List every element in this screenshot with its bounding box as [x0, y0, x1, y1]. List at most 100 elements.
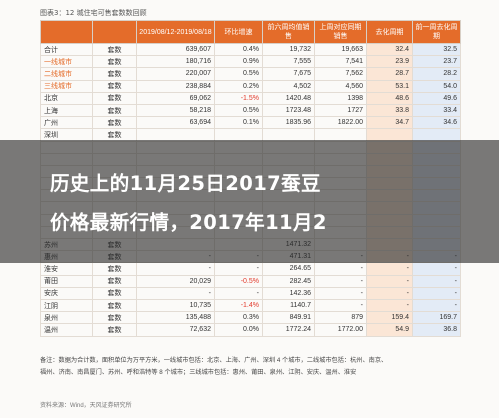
table-row: 泉州 套数 135,488 0.3% 849.91 879 159.4 169.7 — [40, 311, 461, 325]
note-line: 备注：数据为合计数，面积单位为万平方米，一线城市包括：北京、上海、广州、深圳 4… — [40, 357, 388, 364]
cell-growth: -1.5% — [214, 91, 263, 105]
cell-lastweek: 1398 — [314, 91, 367, 105]
cell-avg6: 7,555 — [262, 55, 315, 69]
col-header-cycle: 去化周期 — [366, 20, 413, 44]
cell-avg6: 1723.48 — [262, 103, 315, 118]
cell-value: 220,007 — [136, 67, 215, 81]
cell-prev-cycle: 54.0 — [412, 79, 461, 93]
cell-avg6: 4,502 — [262, 79, 315, 93]
cell-unit: 套数 — [92, 67, 137, 81]
cell-cycle: 48.6 — [366, 91, 413, 105]
headline-line-2: 价格最新行情，2017年11月2 — [50, 211, 327, 234]
cell-unit: 套数 — [92, 323, 137, 337]
cell-prev-cycle: - — [412, 262, 461, 276]
table-row: 深圳 套数 — [40, 128, 461, 142]
cell-city: 二线城市 — [40, 67, 93, 81]
cell-growth: 0.9% — [214, 55, 263, 69]
cell-prev-cycle: 49.6 — [412, 91, 461, 105]
cell-prev-cycle: 32.5 — [412, 42, 461, 57]
cell-city: 安庆 — [40, 286, 93, 300]
cell-prev-cycle — [412, 128, 461, 142]
cell-cycle: - — [366, 286, 413, 300]
cell-value: 10,735 — [136, 298, 215, 313]
cell-cycle — [366, 128, 413, 142]
cell-cycle: 53.1 — [366, 79, 413, 93]
cell-lastweek: 7,562 — [314, 67, 367, 81]
cell-avg6: 282.45 — [262, 274, 315, 288]
cell-cycle: 32.4 — [366, 42, 413, 57]
cell-unit: 套数 — [92, 286, 137, 300]
cell-avg6: 19,732 — [262, 42, 315, 57]
cell-lastweek: - — [314, 286, 367, 300]
cell-value: 58,218 — [136, 103, 215, 118]
table-row: 二线城市 套数 220,007 0.5% 7,675 7,562 28.7 28.2 — [40, 67, 461, 81]
cell-value: 72,632 — [136, 323, 215, 337]
cell-cycle: 34.7 — [366, 116, 413, 130]
cell-avg6: 264.65 — [262, 262, 315, 276]
cell-cycle: 23.9 — [366, 55, 413, 69]
table-row: 一线城市 套数 180,716 0.9% 7,555 7,541 23.9 23.7 — [40, 55, 461, 69]
table-header-row: 2019/08/12-2019/08/18 环比增速 前六周均值销售 上周对应同… — [40, 20, 461, 44]
col-header-lastweek: 上周对应同期销售 — [314, 20, 367, 44]
col-header-avg6: 前六周均值销售 — [262, 20, 315, 44]
cell-city: 江阴 — [40, 298, 93, 313]
table-row: 上海 套数 58,218 0.5% 1723.48 1727 33.8 33.4 — [40, 103, 461, 118]
cell-lastweek: 4,560 — [314, 79, 367, 93]
note-line: 福州、济南、南昌厦门、苏州、呼和浩特等 8 个城市；三线城市包括：惠州、莆田、泉… — [40, 369, 357, 376]
cell-unit: 套数 — [92, 298, 137, 313]
cell-prev-cycle: 33.4 — [412, 103, 461, 118]
cell-city: 一线城市 — [40, 55, 93, 69]
cell-city: 莆田 — [40, 274, 93, 288]
cell-prev-cycle: - — [412, 286, 461, 300]
table-row: 安庆 套数 - -142.36- - - — [40, 286, 461, 300]
table-row: 淮安 套数 - -264.65- - - — [40, 262, 461, 276]
cell-avg6: 142.36 — [262, 286, 315, 300]
cell-value: 238,884 — [136, 79, 215, 93]
col-header-growth: 环比增速 — [214, 20, 263, 44]
cell-avg6: 1772.24 — [262, 323, 315, 337]
cell-growth: 0.2% — [214, 79, 263, 93]
cell-cycle: - — [366, 262, 413, 276]
cell-growth: - — [214, 262, 263, 276]
cell-lastweek: - — [314, 262, 367, 276]
cell-cycle: 28.7 — [366, 67, 413, 81]
cell-growth: 0.3% — [214, 311, 263, 325]
col-header-unit — [92, 20, 137, 44]
cell-city: 合计 — [40, 42, 93, 57]
cell-lastweek: - — [314, 274, 367, 288]
table-row: 广州 套数 63,694 0.1% 1835.96 1822.00 34.7 34.6 — [40, 116, 461, 130]
cell-city: 广州 — [40, 116, 93, 130]
cell-avg6: 849.91 — [262, 311, 315, 325]
cell-growth: 0.5% — [214, 103, 263, 118]
table-row: 江阴 套数 10,735 -1.4% 1140.7- - - — [40, 298, 461, 313]
cell-cycle: - — [366, 298, 413, 313]
cell-value: - — [136, 262, 215, 276]
table-row: 合计 套数 639,607 0.4% 19,732 19,663 32.4 32.5 — [40, 42, 461, 57]
cell-growth: - — [214, 286, 263, 300]
cell-city: 上海 — [40, 103, 93, 118]
cell-unit: 套数 — [92, 79, 137, 93]
cell-unit: 套数 — [92, 116, 137, 130]
cell-cycle: 33.8 — [366, 103, 413, 118]
cell-value: 135,488 — [136, 311, 215, 325]
cell-value: - — [136, 286, 215, 300]
cell-city: 泉州 — [40, 311, 93, 325]
cell-cycle: - — [366, 274, 413, 288]
cell-growth: 0.0% — [214, 323, 263, 337]
cell-value: 20,029 — [136, 274, 215, 288]
source-caption: 资料来源：Wind，天风证券研究所 — [40, 403, 132, 409]
cell-lastweek: 1727 — [314, 103, 367, 118]
cell-prev-cycle: - — [412, 298, 461, 313]
cell-growth: 0.4% — [214, 42, 263, 57]
cell-prev-cycle: 28.2 — [412, 67, 461, 81]
cell-prev-cycle: 169.7 — [412, 311, 461, 325]
cell-city: 三线城市 — [40, 79, 93, 93]
cell-lastweek: 7,541 — [314, 55, 367, 69]
cell-value: 63,694 — [136, 116, 215, 130]
cell-cycle: 159.4 — [366, 311, 413, 325]
cell-avg6: 1420.48 — [262, 91, 315, 105]
headline-banner: 历史上的11月25日2017蚕豆 价格最新行情，2017年11月2 — [0, 140, 499, 263]
cell-growth: 0.1% — [214, 116, 263, 130]
cell-unit: 套数 — [92, 262, 137, 276]
cell-avg6: 1140.7 — [262, 298, 315, 313]
